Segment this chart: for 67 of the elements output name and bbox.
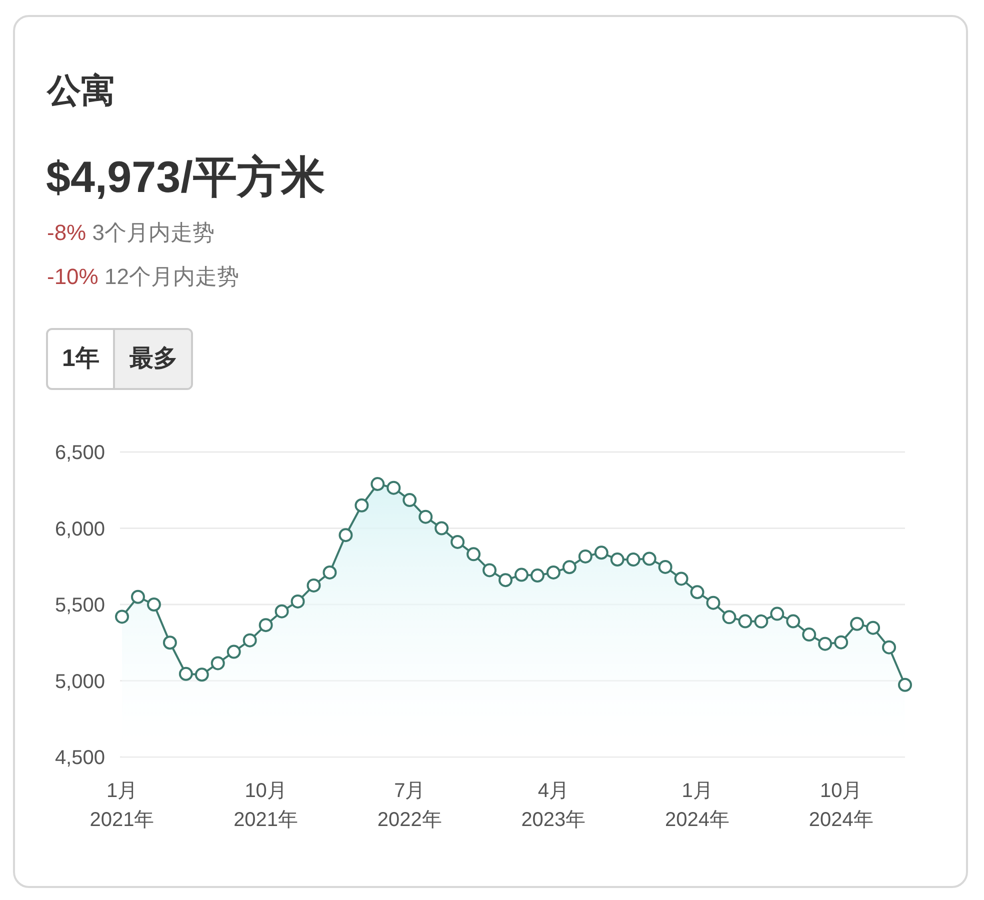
point bbox=[130, 590, 145, 604]
point bbox=[594, 546, 608, 560]
point bbox=[882, 640, 896, 654]
point bbox=[290, 594, 305, 608]
y-tick-label: 6,000 bbox=[54, 518, 105, 540]
point bbox=[482, 563, 497, 578]
point bbox=[834, 635, 848, 650]
point bbox=[786, 614, 800, 628]
point bbox=[274, 604, 289, 618]
point bbox=[322, 565, 337, 580]
point bbox=[354, 498, 369, 512]
point bbox=[450, 534, 465, 549]
point bbox=[754, 614, 768, 628]
x-tick-label: 10月 2024年 bbox=[808, 780, 874, 831]
point bbox=[738, 614, 752, 628]
point bbox=[306, 578, 321, 592]
x-tick-label: 4月 2023年 bbox=[521, 780, 586, 831]
point bbox=[402, 493, 417, 508]
point bbox=[818, 636, 832, 651]
point bbox=[690, 585, 704, 600]
point bbox=[210, 656, 225, 670]
point bbox=[178, 666, 193, 681]
point bbox=[498, 573, 513, 588]
point bbox=[578, 549, 592, 564]
point bbox=[770, 606, 784, 621]
x-tick-label: 1月 2021年 bbox=[90, 780, 154, 831]
text: 最多 bbox=[113, 330, 192, 388]
y-tick-label: 4,500 bbox=[54, 747, 105, 769]
point bbox=[722, 610, 736, 624]
point bbox=[546, 565, 560, 580]
point bbox=[194, 668, 209, 682]
y-tick-label: 5,500 bbox=[54, 594, 105, 616]
text: -8% 3个月内走势 bbox=[47, 219, 214, 247]
point bbox=[338, 528, 353, 542]
point bbox=[162, 636, 177, 650]
point bbox=[146, 598, 161, 612]
text: -10% 12个月内走势 bbox=[47, 263, 239, 291]
point bbox=[658, 560, 672, 574]
text: 1年 bbox=[61, 344, 100, 374]
point bbox=[674, 572, 688, 586]
point bbox=[706, 596, 720, 610]
point bbox=[514, 568, 528, 582]
point bbox=[418, 510, 433, 524]
point bbox=[802, 628, 816, 642]
point bbox=[226, 644, 241, 659]
point bbox=[610, 552, 624, 567]
x-tick-label: 10月 2021年 bbox=[234, 780, 298, 831]
point bbox=[530, 568, 544, 583]
chart-subtitle: $4,973/平方米 bbox=[46, 152, 325, 204]
chart-title: 公寓 bbox=[47, 71, 115, 112]
point bbox=[434, 521, 449, 536]
y-tick-label: 6,500 bbox=[54, 442, 105, 464]
point bbox=[898, 678, 912, 692]
point bbox=[115, 610, 129, 624]
point bbox=[386, 480, 401, 495]
point bbox=[258, 618, 273, 632]
point bbox=[642, 552, 656, 566]
point bbox=[626, 552, 640, 567]
point bbox=[370, 477, 385, 492]
y-tick-label: 5,000 bbox=[54, 670, 105, 693]
x-tick-label: 1月 2024年 bbox=[665, 780, 730, 831]
point bbox=[242, 633, 257, 648]
x-tick-label: 7月 2022年 bbox=[377, 780, 442, 831]
point bbox=[866, 620, 880, 635]
point bbox=[562, 560, 576, 574]
point bbox=[466, 547, 481, 562]
point bbox=[850, 616, 864, 631]
